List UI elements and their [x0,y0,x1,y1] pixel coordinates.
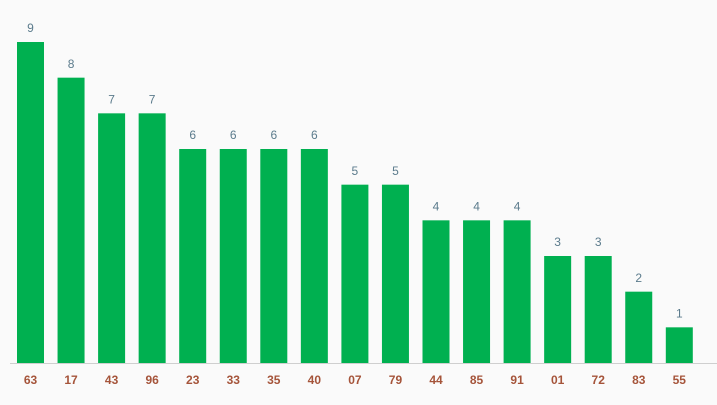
x-tick-label: 01 [551,373,565,387]
x-tick-label: 33 [227,373,241,387]
value-label: 6 [230,128,237,142]
value-label: 1 [676,307,683,321]
value-label: 3 [554,235,561,249]
bar [219,149,247,363]
value-label: 4 [433,200,440,214]
value-label: 5 [352,164,359,178]
value-label: 4 [514,200,521,214]
value-label: 6 [311,128,318,142]
bar [138,113,166,363]
value-label: 6 [270,128,277,142]
bar [584,256,612,363]
bar [665,327,693,363]
x-tick-label: 85 [470,373,484,387]
x-tick-label: 07 [348,373,362,387]
value-label: 3 [595,235,602,249]
x-tick-label: 96 [145,373,159,387]
bar [503,220,531,363]
x-tick-label: 91 [510,373,524,387]
bar [98,113,126,363]
value-label: 7 [149,93,156,107]
x-tick-label: 44 [429,373,443,387]
bar [179,149,207,363]
value-label: 9 [27,21,34,35]
value-label: 2 [635,271,642,285]
bar [341,184,369,363]
bar [260,149,288,363]
x-tick-label: 35 [267,373,281,387]
bar [17,42,44,363]
bar [57,77,85,364]
x-tick-label: 83 [632,373,646,387]
bar [625,291,653,363]
bar [422,220,450,363]
value-label: 5 [392,164,399,178]
value-label: 7 [108,93,115,107]
value-label: 4 [473,200,480,214]
x-tick-label: 72 [592,373,606,387]
value-label: 6 [189,128,196,142]
x-tick-label: 17 [64,373,78,387]
value-label: 8 [68,57,75,71]
bar [300,149,328,363]
x-tick-label: 79 [389,373,403,387]
x-tick-label: 43 [105,373,119,387]
x-tick-label: 55 [673,373,687,387]
x-tick-label: 40 [308,373,322,387]
bar [544,256,572,363]
x-tick-label: 63 [24,373,38,387]
bar [463,220,491,363]
x-tick-label: 23 [186,373,200,387]
bar [381,184,409,363]
